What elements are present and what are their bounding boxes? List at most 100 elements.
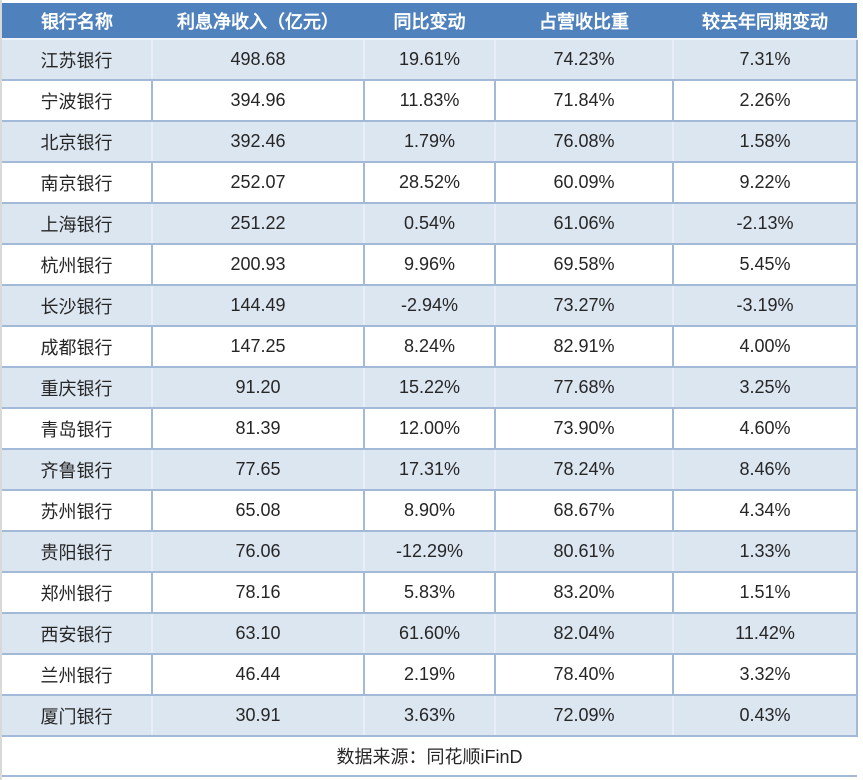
value-cell: 147.25 [151,325,365,368]
value-cell: 1.79% [363,120,496,163]
value-cell: 63.10 [151,612,365,655]
value-cell: -2.13% [672,202,858,245]
value-cell: 0.43% [672,694,858,737]
value-cell: 5.45% [672,243,858,286]
value-cell: 68.67% [494,489,674,532]
value-cell: 17.31% [363,448,496,491]
header-row: 银行名称 利息净收入（亿元） 同比变动 占营收比重 较去年同期变动 [2,3,857,40]
value-cell: 72.09% [494,694,674,737]
table-row: 成都银行 147.25 8.24% 82.91% 4.00% [2,325,858,368]
value-cell: 1.33% [672,530,858,573]
table-row: 贵阳银行 76.06 -12.29% 80.61% 1.33% [2,530,858,573]
value-cell: 19.61% [363,38,496,81]
value-cell: 11.83% [363,79,496,122]
bank-name-cell: 郑州银行 [2,571,153,614]
value-cell: 498.68 [151,38,365,81]
value-cell: 60.09% [494,161,674,204]
value-cell: 78.16 [151,571,365,614]
value-cell: 9.22% [672,161,858,204]
value-cell: 3.32% [672,653,858,696]
value-cell: 78.24% [494,448,674,491]
value-cell: 82.04% [494,612,674,655]
bank-name-cell: 北京银行 [2,120,153,163]
bank-name-cell: 青岛银行 [2,407,153,450]
value-cell: 2.19% [363,653,496,696]
value-cell: 3.25% [672,366,858,409]
value-cell: 77.65 [151,448,365,491]
value-cell: 80.61% [494,530,674,573]
value-cell: 65.08 [151,489,365,532]
data-source-note: 数据来源：同花顺iFinD [2,735,857,777]
value-cell: 46.44 [151,653,365,696]
table-row: 江苏银行 498.68 19.61% 74.23% 7.31% [2,38,858,81]
value-cell: 4.34% [672,489,858,532]
value-cell: -2.94% [363,284,496,327]
value-cell: 74.23% [494,38,674,81]
column-header: 银行名称 [2,3,152,40]
table-row: 齐鲁银行 77.65 17.31% 78.24% 8.46% [2,448,858,491]
value-cell: 30.91 [151,694,365,737]
value-cell: 251.22 [151,202,365,245]
value-cell: 73.27% [494,284,674,327]
column-header: 利息净收入（亿元） [152,3,364,40]
value-cell: 11.42% [672,612,858,655]
table-row: 上海银行 251.22 0.54% 61.06% -2.13% [2,202,858,245]
bank-name-cell: 重庆银行 [2,366,153,409]
column-header: 同比变动 [364,3,495,40]
table-row: 宁波银行 394.96 11.83% 71.84% 2.26% [2,79,858,122]
table-row: 北京银行 392.46 1.79% 76.08% 1.58% [2,120,858,163]
bank-name-cell: 宁波银行 [2,79,153,122]
value-cell: 8.46% [672,448,858,491]
value-cell: 78.40% [494,653,674,696]
value-cell: 4.60% [672,407,858,450]
bank-name-cell: 长沙银行 [2,284,153,327]
table-row: 长沙银行 144.49 -2.94% 73.27% -3.19% [2,284,858,327]
table-row: 西安银行 63.10 61.60% 82.04% 11.42% [2,612,858,655]
value-cell: 5.83% [363,571,496,614]
value-cell: 82.91% [494,325,674,368]
value-cell: 81.39 [151,407,365,450]
value-cell: 69.58% [494,243,674,286]
value-cell: 4.00% [672,325,858,368]
value-cell: -3.19% [672,284,858,327]
table-row: 青岛银行 81.39 12.00% 73.90% 4.60% [2,407,858,450]
bank-name-cell: 成都银行 [2,325,153,368]
value-cell: 392.46 [151,120,365,163]
bank-name-cell: 兰州银行 [2,653,153,696]
bank-name-cell: 贵阳银行 [2,530,153,573]
bank-name-cell: 西安银行 [2,612,153,655]
bank-name-cell: 江苏银行 [2,38,153,81]
value-cell: 7.31% [672,38,858,81]
value-cell: 2.26% [672,79,858,122]
value-cell: 9.96% [363,243,496,286]
value-cell: 144.49 [151,284,365,327]
value-cell: 77.68% [494,366,674,409]
bank-name-cell: 齐鲁银行 [2,448,153,491]
value-cell: 1.51% [672,571,858,614]
bank-name-cell: 杭州银行 [2,243,153,286]
bank-interest-income-table: 银行名称 利息净收入（亿元） 同比变动 占营收比重 较去年同期变动 江苏银行 498.68… [2,3,858,777]
value-cell: 83.20% [494,571,674,614]
value-cell: 200.93 [151,243,365,286]
value-cell: 12.00% [363,407,496,450]
value-cell: 73.90% [494,407,674,450]
table-row: 郑州银行 78.16 5.83% 83.20% 1.51% [2,571,858,614]
bank-name-cell: 苏州银行 [2,489,153,532]
value-cell: 252.07 [151,161,365,204]
value-cell: 0.54% [363,202,496,245]
value-cell: 15.22% [363,366,496,409]
footer-row: 数据来源：同花顺iFinD [2,735,857,777]
value-cell: 71.84% [494,79,674,122]
table-row: 兰州银行 46.44 2.19% 78.40% 3.32% [2,653,858,696]
value-cell: 8.90% [363,489,496,532]
table-row: 重庆银行 91.20 15.22% 77.68% 3.25% [2,366,858,409]
value-cell: 76.08% [494,120,674,163]
column-header: 占营收比重 [495,3,673,40]
value-cell: 28.52% [363,161,496,204]
value-cell: 3.63% [363,694,496,737]
table-row: 南京银行 252.07 28.52% 60.09% 9.22% [2,161,858,204]
value-cell: 61.06% [494,202,674,245]
value-cell: 76.06 [151,530,365,573]
value-cell: 1.58% [672,120,858,163]
